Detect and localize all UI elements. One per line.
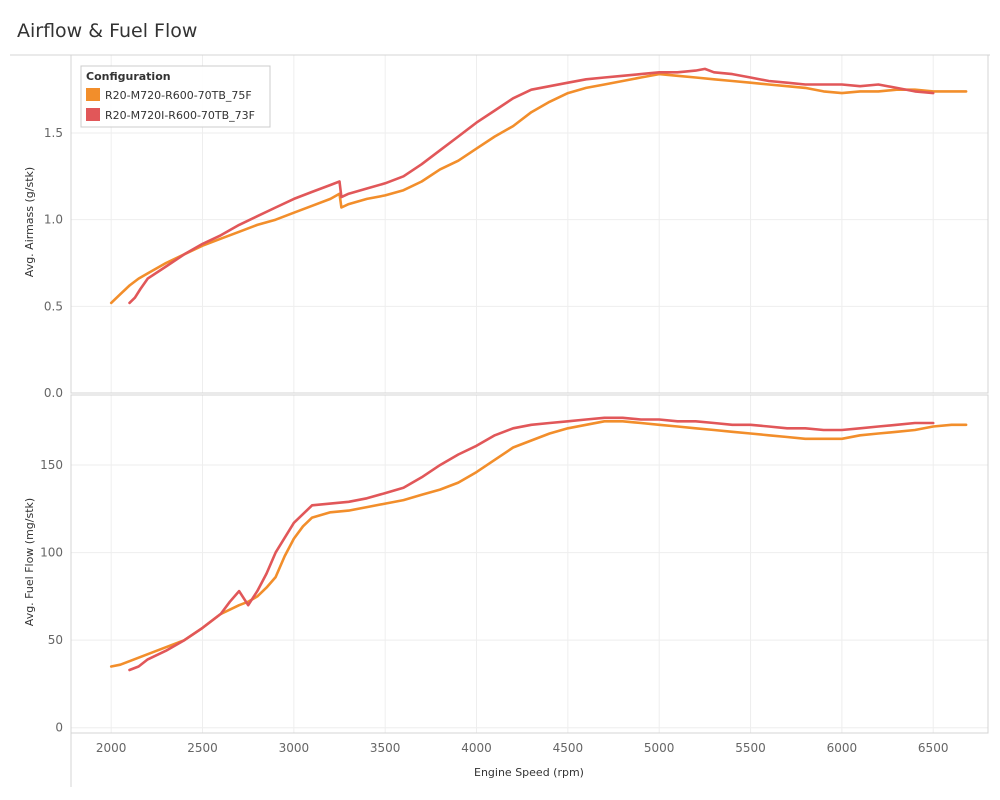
legend[interactable]: Configuration R20-M720-R600-70TB_75F R20… bbox=[80, 65, 271, 128]
x-tick-label: 4000 bbox=[461, 741, 492, 755]
y-tick-label-fuel-flow: 50 bbox=[48, 633, 63, 647]
y-axis-label-fuel-flow: Avg. Fuel Flow (mg/stk) bbox=[23, 498, 36, 626]
y-tick-label-airmass: 0.0 bbox=[44, 386, 63, 400]
x-tick-label: 3500 bbox=[370, 741, 401, 755]
y-axis-label-airmass: Avg. Airmass (g/stk) bbox=[23, 167, 36, 277]
x-tick-label: 5000 bbox=[644, 741, 675, 755]
y-tick-label-fuel-flow: 100 bbox=[40, 546, 63, 560]
x-tick-label: 3000 bbox=[279, 741, 310, 755]
y-tick-label-airmass: 1.5 bbox=[44, 126, 63, 140]
grid-layer bbox=[71, 55, 988, 733]
x-tick-label: 2000 bbox=[96, 741, 127, 755]
series-line-fuel-flow-b[interactable] bbox=[128, 416, 935, 672]
y-tick-label-fuel-flow: 150 bbox=[40, 458, 63, 472]
tick-layer: 0.0 0.5 1.0 1.5 0 50 100 150 2000 2500 3000 3500 400… bbox=[40, 126, 948, 755]
legend-title: Configuration bbox=[86, 70, 171, 83]
y-tick-label-airmass: 0.5 bbox=[44, 299, 63, 313]
series-layer bbox=[109, 67, 968, 672]
x-tick-label: 2500 bbox=[187, 741, 218, 755]
legend-box bbox=[80, 65, 271, 128]
x-tick-label: 6000 bbox=[827, 741, 858, 755]
x-tick-label: 5500 bbox=[735, 741, 766, 755]
y-tick-label-airmass: 1.0 bbox=[44, 213, 63, 227]
series-line-fuel-flow-a[interactable] bbox=[109, 419, 968, 668]
series-line-airmass-b[interactable] bbox=[128, 67, 935, 305]
legend-label-series-a[interactable]: R20-M720-R600-70TB_75F bbox=[105, 89, 252, 102]
legend-label-series-b[interactable]: R20-M720I-R600-70TB_73F bbox=[105, 109, 255, 122]
chart-title: Airflow & Fuel Flow bbox=[17, 20, 198, 42]
x-axis-label: Engine Speed (rpm) bbox=[474, 766, 584, 779]
legend-swatch-series-a bbox=[86, 88, 100, 101]
x-tick-label: 6500 bbox=[918, 741, 949, 755]
series-line-airmass-a[interactable] bbox=[109, 72, 968, 305]
x-tick-label: 4500 bbox=[553, 741, 584, 755]
y-tick-label-fuel-flow: 0 bbox=[55, 721, 63, 735]
legend-swatch-series-b bbox=[86, 108, 100, 121]
frame-layer bbox=[10, 54, 990, 787]
plot-frame-fuel-flow bbox=[70, 394, 989, 734]
